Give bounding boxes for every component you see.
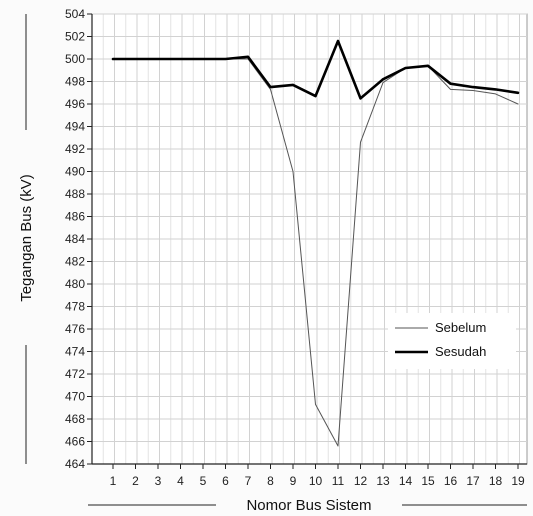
legend-label-sebelum: Sebelum <box>435 320 486 335</box>
x-tick-label: 1 <box>110 474 117 488</box>
y-tick-label: 466 <box>65 435 85 449</box>
x-tick-label: 6 <box>222 474 229 488</box>
y-axis-title: Tegangan Bus (kV) <box>18 174 35 302</box>
y-tick-label: 480 <box>65 277 85 291</box>
y-tick-label: 496 <box>65 97 85 111</box>
grid-lines <box>91 13 527 465</box>
x-axis-title-group: Nomor Bus Sistem <box>88 497 527 514</box>
x-tick-label: 3 <box>155 474 162 488</box>
y-axis-ticks: 464 466 468 470 472 474 476 478 480 482 484 486 488 4… <box>65 7 92 471</box>
y-tick-label: 464 <box>65 457 85 471</box>
y-tick-label: 490 <box>65 165 85 179</box>
series-line-sesudah <box>111 39 520 100</box>
y-tick-label: 472 <box>65 367 85 381</box>
x-tick-label: 15 <box>421 474 435 488</box>
y-tick-label: 482 <box>65 255 85 269</box>
y-tick-label: 486 <box>65 210 85 224</box>
y-tick-label: 484 <box>65 232 85 246</box>
x-tick-label: 16 <box>444 474 458 488</box>
y-tick-label: 504 <box>65 7 85 21</box>
legend-background <box>388 313 516 369</box>
x-tick-label: 8 <box>267 474 274 488</box>
y-tick-label: 468 <box>65 412 85 426</box>
x-tick-label: 13 <box>376 474 390 488</box>
x-tick-label: 14 <box>399 474 413 488</box>
y-tick-label: 474 <box>65 345 85 359</box>
x-tick-label: 7 <box>245 474 252 488</box>
x-tick-label: 10 <box>309 474 323 488</box>
x-tick-label: 5 <box>200 474 207 488</box>
y-tick-label: 492 <box>65 142 85 156</box>
x-axis-title: Nomor Bus Sistem <box>246 497 371 514</box>
x-tick-label: 2 <box>132 474 139 488</box>
x-tick-label: 19 <box>511 474 525 488</box>
legend-label-sesudah: Sesudah <box>435 344 486 359</box>
y-tick-label: 470 <box>65 390 85 404</box>
x-tick-label: 17 <box>466 474 480 488</box>
x-tick-label: 12 <box>354 474 368 488</box>
series-layer <box>111 39 520 447</box>
x-tick-label: 18 <box>489 474 503 488</box>
x-tick-label: 9 <box>290 474 297 488</box>
y-tick-label: 476 <box>65 322 85 336</box>
x-tick-label: 4 <box>177 474 184 488</box>
y-tick-label: 502 <box>65 30 85 44</box>
y-tick-label: 500 <box>65 52 85 66</box>
x-tick-label: 11 <box>332 474 345 488</box>
y-tick-label: 494 <box>65 120 85 134</box>
y-tick-label: 478 <box>65 300 85 314</box>
legend: Sebelum Sesudah <box>388 313 516 369</box>
y-axis-title-group: Tegangan Bus (kV) <box>18 14 35 464</box>
x-axis-ticks: 1 2 3 4 5 6 7 8 9 10 11 12 13 14 15 16 17 18 19 <box>110 464 525 488</box>
y-tick-label: 498 <box>65 75 85 89</box>
y-tick-label: 488 <box>65 187 85 201</box>
